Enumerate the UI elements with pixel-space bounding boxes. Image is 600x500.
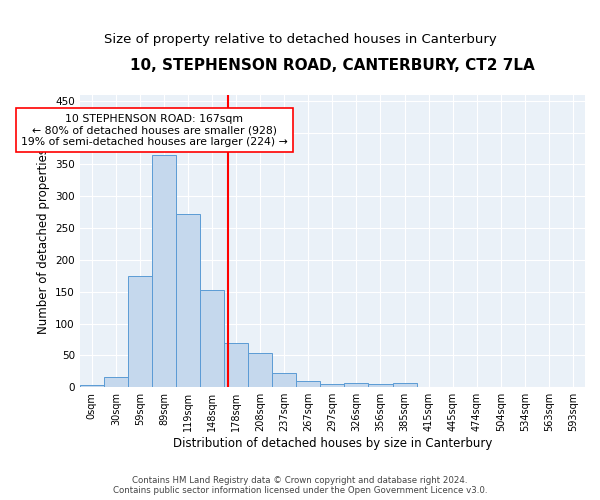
X-axis label: Distribution of detached houses by size in Canterbury: Distribution of detached houses by size … [173,437,492,450]
Bar [320,384,344,387]
Bar [392,384,416,387]
Bar [104,377,128,387]
Bar [561,386,585,387]
Bar [272,373,296,387]
Bar [513,386,537,387]
Text: 10 STEPHENSON ROAD: 167sqm
← 80% of detached houses are smaller (928)
19% of sem: 10 STEPHENSON ROAD: 167sqm ← 80% of deta… [21,114,287,147]
Bar [368,384,392,387]
Bar [80,386,104,387]
Bar [224,342,248,387]
Bar [248,354,272,387]
Bar [296,382,320,387]
Bar [176,214,200,387]
Text: Size of property relative to detached houses in Canterbury: Size of property relative to detached ho… [104,32,496,46]
Y-axis label: Number of detached properties: Number of detached properties [37,148,50,334]
Title: 10, STEPHENSON ROAD, CANTERBURY, CT2 7LA: 10, STEPHENSON ROAD, CANTERBURY, CT2 7LA [130,58,535,72]
Bar [152,155,176,387]
Bar [344,384,368,387]
Bar [440,386,464,387]
Text: Contains HM Land Registry data © Crown copyright and database right 2024.
Contai: Contains HM Land Registry data © Crown c… [113,476,487,495]
Bar [200,290,224,387]
Bar [128,276,152,387]
